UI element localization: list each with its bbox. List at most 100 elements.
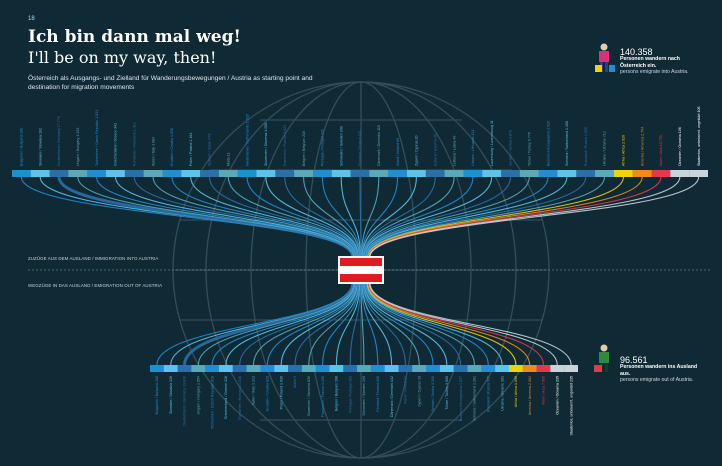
emigration-country-label: Slowakei / Slovakia 126 xyxy=(169,376,173,414)
immigration-country-label: Serbien / Serbia 3.876 xyxy=(509,130,513,166)
emigration-country-label: Russland / Russia 565 xyxy=(487,376,491,412)
suitcase-icon xyxy=(594,365,602,372)
immigration-bar-segment xyxy=(87,170,106,177)
immigration-bar-segment xyxy=(106,170,125,177)
immigration-bar-segment xyxy=(425,170,445,177)
emigration-flow-curve xyxy=(156,282,353,366)
emigration-country-label: Frankreich / France 1.190 xyxy=(321,376,325,417)
immigration-flow-curve xyxy=(57,176,355,258)
immigration-flow-curve xyxy=(340,176,362,258)
immigration-bar-segment xyxy=(294,170,313,177)
immigration-bar-segment xyxy=(576,170,596,177)
emigration-country-label: Staatenlos, unbekannt, ungeklärt 235 xyxy=(569,376,573,436)
emigration-bar-segment xyxy=(398,365,413,372)
emigration-bar-segment xyxy=(453,365,468,372)
page-subtitle: Österreich als Ausgangs- und Zielland fü… xyxy=(28,75,313,91)
emigration-country-label: Slowenien / Slovenia 830 xyxy=(307,376,311,416)
immigration-bar-segment xyxy=(275,170,295,177)
immigration-flow-curve xyxy=(265,176,360,258)
immigration-flow-curve xyxy=(366,176,606,258)
immigration-bar-segment xyxy=(162,170,182,177)
emigration-bar-segment xyxy=(536,365,551,372)
immigration-bar-segment xyxy=(670,170,690,177)
emigration-country-label: Schweden / Sweden 269 xyxy=(362,376,366,416)
emigration-flow-curve xyxy=(361,282,379,366)
immigration-count: 140.358 xyxy=(620,47,653,57)
immigration-flow-curve xyxy=(321,176,361,258)
immigration-country-label: Rumänien / Romania 1.413 xyxy=(133,122,137,166)
emigration-country-label: Belgien / Belgium 190 xyxy=(335,376,339,411)
immigration-flow-curve xyxy=(171,176,357,258)
immigration-bar-segment xyxy=(651,170,671,177)
immigration-flow-curve xyxy=(77,176,355,258)
emigration-flow-curve xyxy=(225,282,356,366)
emigration-bar-segment xyxy=(205,365,219,372)
emigration-country-label: Italien / Italy 1.313 xyxy=(252,376,256,405)
emigration-count: 96.561 xyxy=(620,355,648,365)
emigration-bar-segment xyxy=(522,365,537,372)
outflow-curves xyxy=(156,282,572,366)
immigration-country-label: Tschechien / Czech Republic 1.021 xyxy=(95,110,99,166)
emigration-flow-curve xyxy=(252,282,357,366)
immigration-flow-curve xyxy=(303,176,361,258)
emigration-flow-curve xyxy=(349,282,361,366)
emigration-flow-curve xyxy=(369,282,572,366)
emigration-flow-curve xyxy=(365,282,476,366)
immigration-bar-segment xyxy=(68,170,88,177)
emigration-flow-curve xyxy=(361,282,393,366)
immigration-flow-curve xyxy=(365,176,568,258)
emigration-flow-curve xyxy=(368,282,545,366)
emigration-flow-curve xyxy=(335,282,361,366)
immigration-flow-curve xyxy=(359,176,362,258)
emigration-text-de: Personen wandern ins Ausland aus. xyxy=(620,364,698,377)
emigration-country-label: Griechenland / Greece 316 xyxy=(224,376,228,419)
immigration-country-label: Luxemburg / Luxembourg 11 xyxy=(490,120,494,166)
immigration-flow-curve xyxy=(190,176,358,258)
emigration-bar-segment xyxy=(509,365,523,372)
emigration-country-label: Ozeanien / Oceania 235 xyxy=(556,376,560,415)
immigration-country-label: Slowakei / Slovakia 162 xyxy=(38,128,42,166)
emigration-bar-segment xyxy=(467,365,482,372)
emigration-flow-curve xyxy=(367,282,517,366)
emigration-flow-curve xyxy=(363,282,434,366)
emigration-bar-segment xyxy=(232,365,247,372)
emigration-country-label: Finnland / Finland 106 xyxy=(376,376,380,412)
emigration-bar-segment xyxy=(439,365,454,372)
emigration-section-label: WEGZÜGE IN DAS AUSLAND / EMIGRATION OUT … xyxy=(28,283,163,288)
emigration-country-label: Asien / Asia 7.985 xyxy=(542,376,546,405)
immigration-bar-segment xyxy=(237,170,257,177)
immigration-bar-segment xyxy=(143,170,163,177)
immigration-bar-segment xyxy=(350,170,370,177)
immigration-country-label: Bulgarien / Bulgaria 380 xyxy=(20,128,24,166)
page-title: Ich bin dann mal weg! xyxy=(28,27,241,47)
page-title-english: I'll be on my way, then! xyxy=(28,48,217,67)
immigration-bar-segment xyxy=(407,170,426,177)
immigration-flow-curve xyxy=(133,176,356,258)
immigration-flow-curve xyxy=(369,176,700,258)
immigration-flow-curve xyxy=(364,176,530,258)
person-departure-icon xyxy=(594,344,609,372)
emigration-country-label: Polen / Poland 1.636 xyxy=(279,376,283,409)
emigration-flow-curve xyxy=(266,282,358,366)
immigration-country-label: Schweiz / Switzerland 1.168 xyxy=(565,121,569,166)
emigration-country-label: Amerika / America 2.362 xyxy=(528,376,532,415)
inflow-curves xyxy=(20,176,700,258)
immigration-bar-segment xyxy=(689,170,708,177)
emigration-bar-segment xyxy=(150,365,164,372)
immigration-bar-segment xyxy=(388,170,407,177)
austria-flag-icon xyxy=(338,256,384,284)
immigration-flow-curve xyxy=(361,176,417,258)
emigration-bar-segment xyxy=(274,365,289,372)
immigration-bar-segment xyxy=(49,170,69,177)
immigration-country-label: Kroatien / Croatia 1.058 xyxy=(170,128,174,166)
emigration-bar-segment xyxy=(260,365,275,372)
immigration-bar-segment xyxy=(30,170,50,177)
emigration-country-label: Ungarn / Hungary 1.054 xyxy=(197,376,201,414)
immigration-country-label: Irland / Ireland 69 xyxy=(396,138,400,166)
immigration-country-label: Deutschland / Germany 17.778 xyxy=(57,116,61,166)
immigration-bar-segment xyxy=(557,170,577,177)
immigration-bar-segment xyxy=(218,170,238,177)
immigration-flow-curve xyxy=(362,176,436,258)
immigration-country-label: Afrika / Africa 2.920 xyxy=(622,135,626,166)
